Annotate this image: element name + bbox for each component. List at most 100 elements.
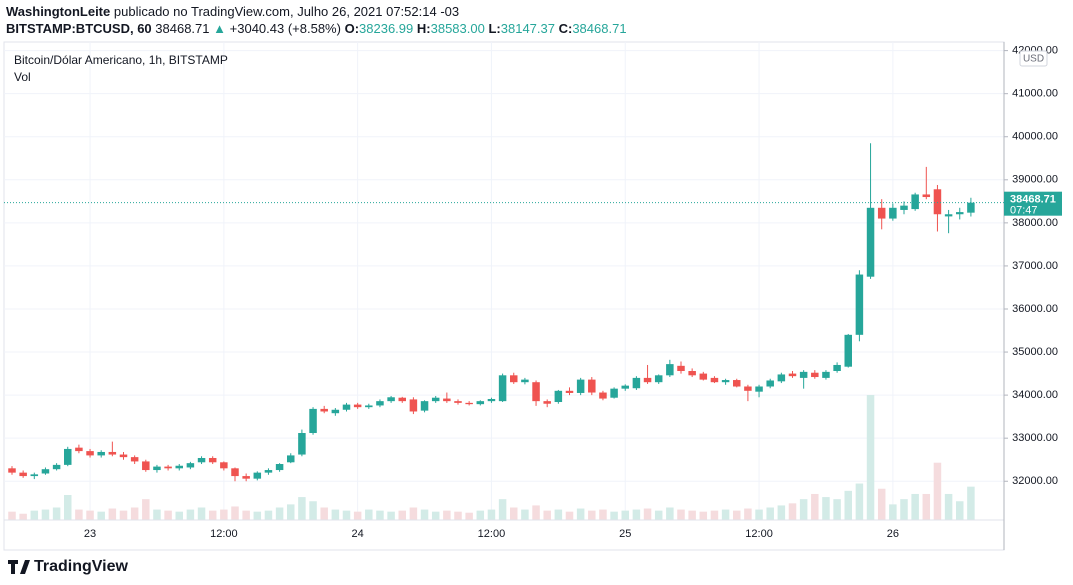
y-tick-label: 35000.00 [1012,346,1058,358]
volume-bar [86,510,94,520]
o-value: 38236.99 [359,21,414,36]
volume-bar [487,509,496,520]
x-tick-label: 25 [619,528,631,540]
y-tick-label: 39000.00 [1012,174,1058,186]
x-tick-label: 23 [84,528,96,540]
y-tick-label: 37000.00 [1012,260,1058,272]
volume-bar [320,507,328,520]
candle-body [398,397,406,402]
symbol: BITSTAMP:BTCUSD, 60 [6,21,152,36]
c-value: 38468.71 [572,21,627,36]
candle-body [788,373,797,377]
y-tick-label: 33000.00 [1012,432,1058,444]
volume-bar [52,507,61,520]
candle-body [208,457,217,463]
candle-body [164,466,172,469]
volume-bar [855,483,864,520]
l-value: 38147.37 [500,21,555,36]
volume-bar [8,511,16,520]
volume-bar [97,511,105,520]
ohlc-line: BITSTAMP:BTCUSD, 60 38468.71 ▲ +3040.43 … [6,21,627,36]
candle-body [331,409,340,414]
candle-body [431,397,440,402]
legend-vol: Vol [14,70,31,84]
y-axis: 32000.00 33000.00 34000.00 35000.00 36000.00… [1004,45,1058,487]
volume-bar [309,501,317,520]
volume-bar [64,495,72,520]
volume-bar [353,511,362,520]
volume-bar [409,507,418,520]
candle-body [287,455,295,463]
volume-bar [208,510,217,520]
volume-bar [877,488,886,520]
h-value: 38583.00 [430,21,485,36]
countdown: 07:47 [1010,205,1038,217]
volume-bar [420,509,429,520]
candle-body [454,401,462,403]
price: 38468.71 [155,21,210,36]
volume-bar [387,511,395,520]
candle-body [231,468,239,477]
publish-line: WashingtonLeite publicado no TradingView… [6,4,459,19]
volume-bar [565,511,574,520]
candle-body [443,398,451,402]
candle-body [19,472,27,477]
candle-body [621,385,629,389]
candle-body [576,379,585,393]
candle-body [342,404,351,410]
candle-body [153,466,161,471]
currency-badge [1019,50,1048,67]
candle-body [744,386,752,391]
volume-bar [465,512,473,520]
candle-body [108,451,117,455]
candle-body [253,472,262,479]
candle-body [64,448,72,465]
candle-body [777,374,786,382]
chart-frame [3,41,1005,551]
volume-bar [242,510,250,520]
volume-bar [19,513,27,520]
candle-body [75,447,83,452]
candle-body [866,207,875,277]
candle-body [409,399,418,412]
volume-bar [108,508,117,520]
volume-bar [398,510,406,520]
x-tick-label: 12:00 [478,528,506,540]
candle-body [275,464,284,471]
candle-body [833,364,841,372]
candle-body [8,468,16,473]
volume-bar [922,493,931,520]
candle-body [264,470,273,473]
volume-bar [298,497,306,520]
volume-bar [30,510,39,520]
volume-bar [376,510,384,520]
candle-body [220,462,228,469]
volume-layer [8,395,975,520]
volume-bar [677,509,685,520]
volume-bar [342,510,351,520]
last-price-box [1004,191,1062,216]
volume-bar [777,505,786,520]
volume-bar [643,508,652,520]
logo [8,560,30,574]
candle-body [666,364,674,376]
candle-body [353,404,362,408]
volume-bar [197,507,206,520]
y-tick-label: 32000.00 [1012,475,1058,487]
candle-body [30,474,39,477]
volume-bar [788,503,797,520]
candle-body [175,465,183,469]
candle-body [900,205,908,210]
candle-body [855,274,864,335]
volume-bar [287,504,295,520]
volume-bar [956,501,964,520]
x-tick-label: 12:00 [210,528,238,540]
candle-body [320,408,328,412]
volume-bar [253,511,262,520]
volume-bar [933,462,942,520]
candle-body [521,379,529,383]
volume-bar [766,507,774,520]
author: WashingtonLeite [6,4,111,19]
